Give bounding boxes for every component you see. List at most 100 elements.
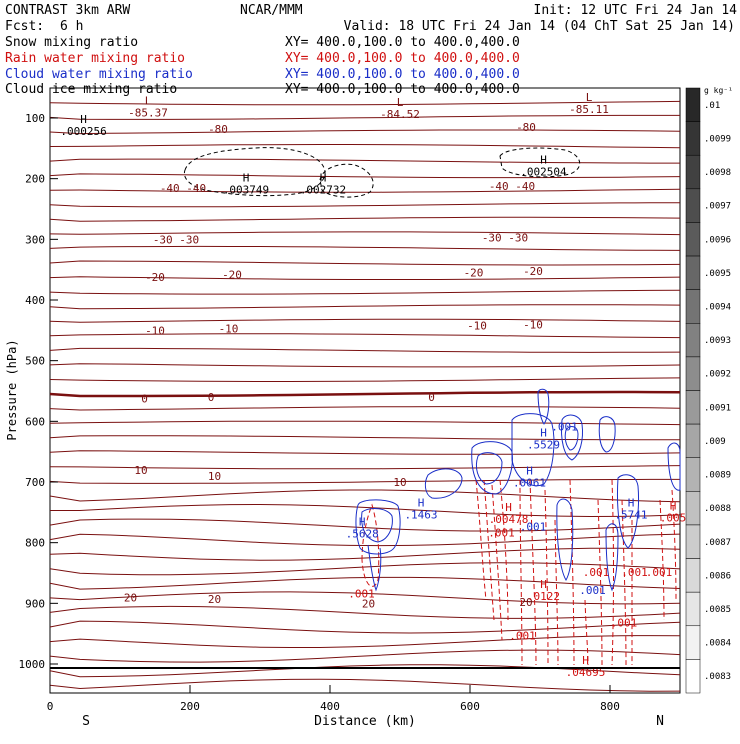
ice-contour-2 — [319, 163, 374, 198]
x-tick-label: 0 — [47, 700, 54, 713]
isotherm-line — [49, 129, 681, 135]
isotherm-line — [49, 562, 681, 576]
field-name-cloud-ice: Cloud ice mixing ratio — [5, 82, 177, 97]
extremum-marker: L — [586, 91, 593, 104]
isotherm-line — [49, 620, 681, 634]
field-name-snow: Snow mixing ratio — [5, 35, 138, 50]
extremum-marker: L — [397, 96, 404, 109]
temperature-contour-label: 0 — [141, 392, 148, 405]
extremum-value: .002732 — [300, 184, 346, 197]
colorbar-unit: g kg⁻¹ — [704, 86, 733, 95]
temperature-contour-label: -20 — [464, 267, 484, 280]
isotherm-line — [49, 420, 681, 426]
isotherm-line — [49, 649, 681, 663]
colorbar-label: .0086 — [704, 571, 731, 581]
isotherm-line — [50, 503, 681, 518]
isotherm-line — [49, 664, 681, 678]
extremum-marker: H — [505, 501, 512, 514]
contour-labels: -80 -80 -40 -40 -40 -40 -30 -30 -30 -30 -20 -20… — [60, 91, 686, 679]
temperature-contour-label: -30 -30 — [153, 233, 199, 246]
temperature-contour-label: 20 — [362, 597, 375, 610]
extremum-value: .5628 — [346, 528, 379, 541]
temperature-contour-label: 0 — [208, 391, 215, 404]
colorbar-swatch — [685, 289, 701, 324]
colorbar-label: .0087 — [704, 538, 731, 548]
y-tick-label: 800 — [25, 537, 45, 550]
colorbar-swatch — [685, 87, 701, 122]
extremum-value: -85.11 — [569, 103, 609, 116]
temperature-contour-label: -20 — [523, 265, 543, 278]
colorbar-label: .0083 — [704, 672, 731, 682]
colorbar-label: .0085 — [704, 605, 731, 615]
temperature-contour-label: -10 — [523, 318, 543, 331]
colorbar-swatch — [685, 591, 701, 627]
y-tick-label: 100 — [25, 112, 45, 125]
ice-contour-3 — [499, 147, 580, 178]
isotherm-line — [49, 276, 681, 280]
isotherm-line — [49, 547, 681, 561]
extremum-value: .5741 — [614, 508, 647, 521]
field-contour-label: .001 — [621, 566, 648, 579]
field-contour-label: .001 — [348, 587, 375, 600]
isotherm-line — [49, 260, 681, 266]
temperature-contour-label: -10 — [219, 323, 239, 336]
cloud-contour-13 — [605, 523, 619, 592]
temperature-contour-label: 20 — [519, 596, 532, 609]
y-axis-label: Pressure (hPa) — [5, 339, 19, 440]
isotherm-line — [49, 465, 681, 470]
colorbar-swatch — [685, 222, 701, 257]
extremum-marker: H — [540, 154, 547, 167]
cloud-contour-6 — [475, 452, 503, 485]
extremum-marker: H — [582, 654, 589, 667]
temperature-contour-label: 20 — [124, 591, 137, 604]
cloud-contour-9 — [561, 414, 583, 461]
isotherm-line — [49, 245, 681, 251]
colorbar-swatch — [685, 121, 701, 156]
fcst-value: 6 h — [60, 19, 83, 34]
isotherm-line — [49, 188, 681, 193]
isotherm-line — [49, 231, 681, 236]
temperature-contour-label: -30 -30 — [482, 232, 528, 245]
isotherm-line — [49, 678, 681, 692]
rain-contour-1 — [361, 503, 380, 587]
field-xy-snow: XY= 400.0,100.0 to 400.0,400.0 — [285, 35, 520, 50]
rain-contour-5 — [659, 489, 677, 621]
cloud-contour-7 — [511, 413, 555, 487]
extremum-value: .005 — [660, 511, 687, 524]
extremum-marker: H — [628, 496, 635, 509]
isotherm-line — [49, 363, 681, 368]
cloud-contour-15 — [667, 442, 681, 491]
cloud-contour-14 — [617, 474, 639, 549]
field-contour-label: .001 — [488, 527, 515, 540]
colorbar-label: .0092 — [704, 370, 731, 380]
x-tick-label: 200 — [180, 700, 200, 713]
x-tick-label: 400 — [320, 700, 340, 713]
field-contour-label: .001 — [551, 420, 578, 433]
cloud-contour-2 — [361, 508, 393, 543]
extremum-value: -84.52 — [380, 108, 420, 121]
isotherm-line — [49, 377, 681, 382]
field-contour-label: .001 — [583, 566, 610, 579]
y-tick-label: 600 — [25, 415, 45, 428]
colorbar-swatch — [685, 625, 701, 660]
x-axis-label: Distance (km) — [314, 714, 416, 729]
isotherm-line — [49, 591, 681, 605]
extremum-value: .1463 — [404, 508, 437, 521]
colorbar-label: .0093 — [704, 336, 731, 346]
field-name-rain: Rain water mixing ratio — [5, 51, 185, 66]
isotherm-line — [49, 489, 681, 503]
extremum-value: .000256 — [60, 125, 106, 138]
isotherm-line — [49, 635, 681, 648]
x-end-label-right: N — [656, 714, 664, 729]
extremum-value: .04695 — [566, 666, 606, 679]
isotherm-line — [49, 605, 681, 619]
isotherm-line — [49, 114, 680, 120]
colorbar-label: .01 — [704, 101, 720, 111]
extremum-value: .5529 — [527, 439, 560, 452]
cloud-contour-5 — [471, 441, 513, 495]
cloud-contour-8 — [537, 388, 550, 425]
isotherm-line — [49, 406, 681, 411]
colorbar-label: .0089 — [704, 471, 731, 481]
extremum-marker: H — [359, 516, 366, 529]
